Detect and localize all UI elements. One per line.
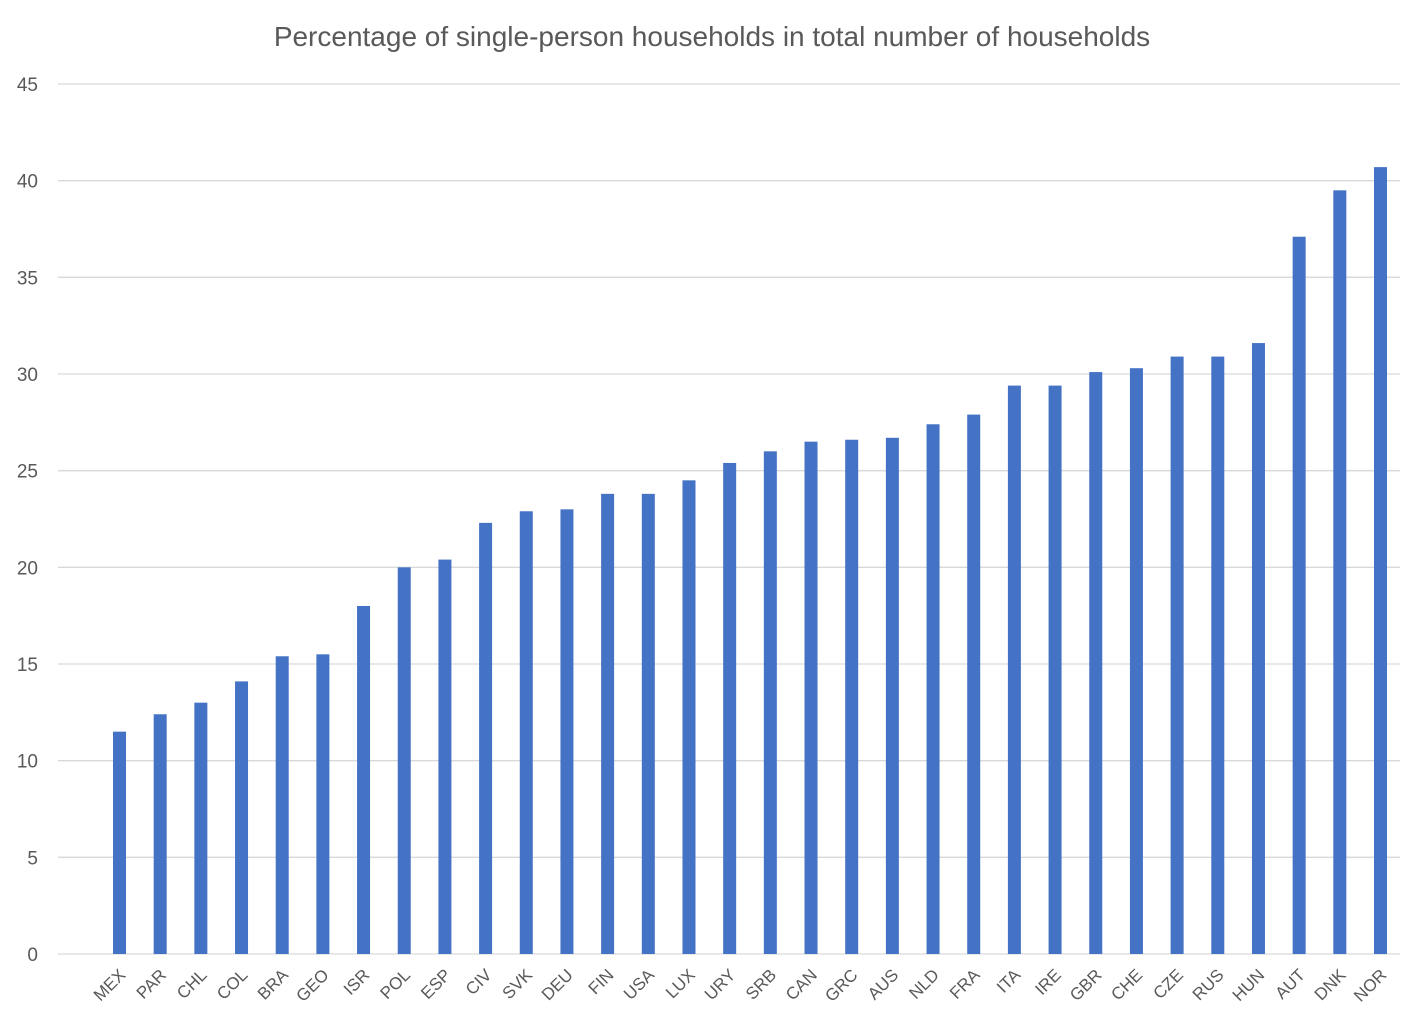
bar-bra: [275, 656, 289, 954]
bars: [113, 167, 1387, 955]
bar-fra: [967, 414, 981, 955]
bar-cze: [1170, 356, 1184, 955]
bar-ita: [1007, 385, 1021, 955]
x-tick-label-dnk: DNK: [1311, 965, 1350, 1004]
x-tick-label-gbr: GBR: [1066, 965, 1105, 1004]
x-tick-label-cze: CZE: [1149, 965, 1186, 1002]
bar-svk: [519, 511, 533, 954]
bar-dnk: [1333, 190, 1347, 955]
bar-grc: [845, 439, 859, 954]
y-tick-label: 40: [17, 172, 38, 193]
bar-rus: [1211, 356, 1225, 955]
x-tick-label-civ: CIV: [462, 965, 496, 999]
y-axis-labels: 0 5 10 15 20 25 30 35 40 45: [17, 75, 38, 966]
bar-civ: [479, 522, 493, 954]
x-tick-label-usa: USA: [620, 965, 659, 1004]
bar-nor: [1374, 167, 1387, 955]
bar-srb: [763, 451, 777, 954]
x-axis-labels: MEX PAR CHL COL BRA GEO ISR POL ESP CIV SVK DEU FIN U…: [90, 965, 1390, 1006]
y-tick-label: 30: [17, 365, 38, 386]
bar-ire: [1048, 385, 1062, 955]
bar-deu: [560, 509, 574, 954]
x-tick-label-chl: CHL: [173, 965, 210, 1002]
bar-can: [804, 441, 818, 955]
bar-che: [1129, 368, 1143, 954]
bar-ury: [723, 462, 737, 954]
bar-esp: [438, 559, 452, 954]
bar-par: [153, 714, 167, 954]
x-tick-label-mex: MEX: [90, 965, 129, 1004]
x-tick-label-esp: ESP: [417, 965, 454, 1002]
x-tick-label-svk: SVK: [499, 965, 537, 1003]
bar-chl: [194, 702, 208, 954]
y-tick-label: 25: [17, 462, 38, 483]
x-tick-label-lux: LUX: [662, 965, 699, 1002]
x-tick-label-geo: GEO: [293, 965, 333, 1005]
chart-title: Percentage of single-person households i…: [274, 21, 1150, 52]
x-tick-label-aus: AUS: [864, 965, 902, 1003]
x-tick-label-nld: NLD: [905, 965, 942, 1002]
x-tick-label-pol: POL: [377, 965, 414, 1002]
bar-usa: [641, 493, 655, 954]
bar-col: [235, 681, 249, 954]
y-tick-label: 35: [17, 268, 38, 289]
x-tick-label-nor: NOR: [1350, 965, 1390, 1005]
y-tick-label: 5: [27, 848, 38, 869]
y-tick-label: 10: [17, 752, 38, 773]
y-tick-label: 15: [17, 655, 38, 676]
bar-mex: [113, 731, 126, 954]
bar-fin: [601, 493, 615, 954]
bar-gbr: [1089, 372, 1103, 955]
x-tick-label-fra: FRA: [946, 965, 984, 1003]
x-tick-label-col: COL: [213, 965, 251, 1003]
x-tick-label-srb: SRB: [742, 965, 780, 1003]
x-tick-label-rus: RUS: [1189, 965, 1228, 1004]
x-tick-label-par: PAR: [133, 965, 170, 1002]
bar-isr: [357, 606, 371, 954]
y-tick-label: 20: [17, 558, 38, 579]
bar-aus: [885, 437, 899, 954]
x-tick-label-bra: BRA: [254, 965, 293, 1004]
bar-pol: [397, 567, 411, 954]
x-tick-label-che: CHE: [1107, 965, 1146, 1004]
x-tick-label-ire: IRE: [1031, 965, 1064, 998]
x-tick-label-ita: ITA: [993, 965, 1025, 997]
x-tick-label-fin: FIN: [585, 965, 618, 998]
x-tick-label-can: CAN: [782, 965, 821, 1004]
x-tick-label-deu: DEU: [538, 965, 577, 1004]
y-tick-label: 0: [27, 945, 38, 966]
bar-hun: [1251, 343, 1265, 955]
bar-geo: [316, 654, 330, 954]
y-tick-label: 45: [17, 75, 38, 96]
x-tick-label-ury: URY: [701, 965, 740, 1004]
x-tick-label-grc: GRC: [821, 965, 861, 1005]
x-tick-label-hun: HUN: [1229, 965, 1268, 1004]
bar-nld: [926, 424, 940, 954]
x-tick-label-aut: AUT: [1271, 965, 1308, 1002]
bar-aut: [1292, 236, 1306, 954]
bar-lux: [682, 480, 696, 954]
x-tick-label-isr: ISR: [340, 965, 373, 998]
